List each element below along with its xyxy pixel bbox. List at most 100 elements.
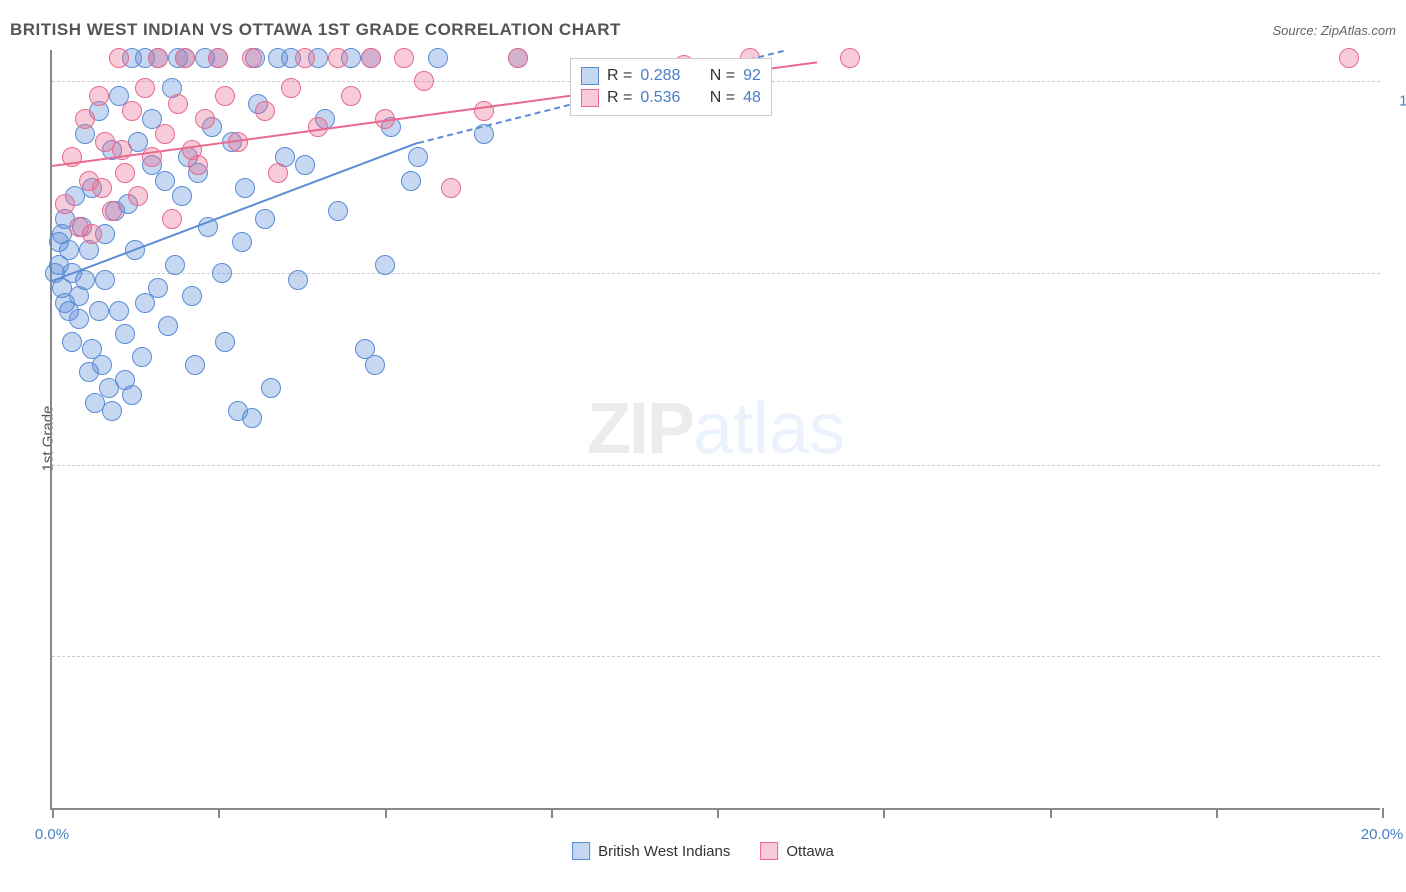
scatter-point <box>308 117 328 137</box>
source-attribution: Source: ZipAtlas.com <box>1272 23 1396 38</box>
scatter-point <box>182 286 202 306</box>
scatter-point <box>148 48 168 68</box>
scatter-point <box>1339 48 1359 68</box>
scatter-point <box>115 163 135 183</box>
scatter-point <box>295 155 315 175</box>
scatter-point <box>122 385 142 405</box>
chart-header: BRITISH WEST INDIAN VS OTTAWA 1ST GRADE … <box>10 20 1396 40</box>
scatter-point <box>195 109 215 129</box>
y-tick-label: 95.0% <box>1390 476 1406 493</box>
scatter-point <box>328 201 348 221</box>
x-tick <box>883 808 885 818</box>
scatter-point <box>89 86 109 106</box>
scatter-point <box>235 178 255 198</box>
scatter-point <box>128 186 148 206</box>
x-tick <box>218 808 220 818</box>
x-tick <box>717 808 719 818</box>
scatter-point <box>328 48 348 68</box>
scatter-point <box>408 147 428 167</box>
stats-row: R = 0.288 N = 92 <box>581 65 761 87</box>
scatter-point <box>155 124 175 144</box>
scatter-point <box>162 209 182 229</box>
scatter-point <box>165 255 185 275</box>
y-tick-label: 97.5% <box>1390 284 1406 301</box>
scatter-point <box>158 316 178 336</box>
scatter-point <box>361 48 381 68</box>
x-tick <box>1050 808 1052 818</box>
scatter-point <box>255 101 275 121</box>
scatter-point <box>375 255 395 275</box>
scatter-point <box>155 171 175 191</box>
scatter-point <box>82 224 102 244</box>
scatter-point <box>102 201 122 221</box>
scatter-point <box>59 240 79 260</box>
scatter-point <box>242 48 262 68</box>
scatter-point <box>132 347 152 367</box>
watermark: ZIPatlas <box>587 388 845 470</box>
y-tick-label: 100.0% <box>1390 92 1406 109</box>
scatter-point <box>75 109 95 129</box>
scatter-point <box>281 78 301 98</box>
legend-label-bwi: British West Indians <box>598 843 730 860</box>
scatter-point <box>115 324 135 344</box>
scatter-point <box>394 48 414 68</box>
scatter-point <box>172 186 192 206</box>
scatter-point <box>365 355 385 375</box>
scatter-point <box>95 270 115 290</box>
stats-box: R = 0.288 N = 92R = 0.536 N = 48 <box>570 58 772 116</box>
legend-item-ottawa: Ottawa <box>760 842 834 860</box>
legend-item-bwi: British West Indians <box>572 842 730 860</box>
x-tick <box>551 808 553 818</box>
scatter-point <box>212 263 232 283</box>
stats-swatch <box>581 89 599 107</box>
x-tick-label: 0.0% <box>35 826 69 843</box>
scatter-point <box>341 86 361 106</box>
legend-label-ottawa: Ottawa <box>786 843 834 860</box>
scatter-point <box>288 270 308 290</box>
x-tick <box>385 808 387 818</box>
scatter-point <box>428 48 448 68</box>
x-tick-label: 20.0% <box>1361 826 1404 843</box>
scatter-point <box>232 232 252 252</box>
scatter-point <box>242 408 262 428</box>
grid-line <box>52 273 1380 274</box>
scatter-point <box>75 270 95 290</box>
scatter-point <box>92 355 112 375</box>
stats-swatch <box>581 67 599 85</box>
scatter-point <box>268 163 288 183</box>
scatter-point <box>148 278 168 298</box>
scatter-point <box>414 71 434 91</box>
scatter-point <box>215 86 235 106</box>
scatter-point <box>62 332 82 352</box>
stats-row: R = 0.536 N = 48 <box>581 87 761 109</box>
scatter-point <box>89 301 109 321</box>
scatter-point <box>295 48 315 68</box>
x-tick <box>52 808 54 818</box>
scatter-point <box>188 155 208 175</box>
scatter-point <box>208 48 228 68</box>
scatter-point <box>122 101 142 121</box>
scatter-point <box>109 48 129 68</box>
scatter-point <box>55 194 75 214</box>
scatter-point <box>92 178 112 198</box>
scatter-point <box>508 48 528 68</box>
legend-swatch-bwi <box>572 842 590 860</box>
scatter-point <box>168 94 188 114</box>
scatter-point <box>840 48 860 68</box>
scatter-point <box>135 78 155 98</box>
scatter-point <box>102 401 122 421</box>
scatter-point <box>401 171 421 191</box>
scatter-point <box>215 332 235 352</box>
grid-line <box>52 465 1380 466</box>
scatter-point <box>185 355 205 375</box>
legend: British West Indians Ottawa <box>562 838 844 864</box>
y-tick-label: 92.5% <box>1390 668 1406 685</box>
scatter-plot-area: ZIPatlas 92.5%95.0%97.5%100.0%0.0%20.0% <box>50 50 1380 810</box>
x-tick <box>1216 808 1218 818</box>
chart-title: BRITISH WEST INDIAN VS OTTAWA 1ST GRADE … <box>10 20 621 40</box>
scatter-point <box>175 48 195 68</box>
scatter-point <box>255 209 275 229</box>
scatter-point <box>261 378 281 398</box>
scatter-point <box>109 301 129 321</box>
x-tick <box>1382 808 1384 818</box>
